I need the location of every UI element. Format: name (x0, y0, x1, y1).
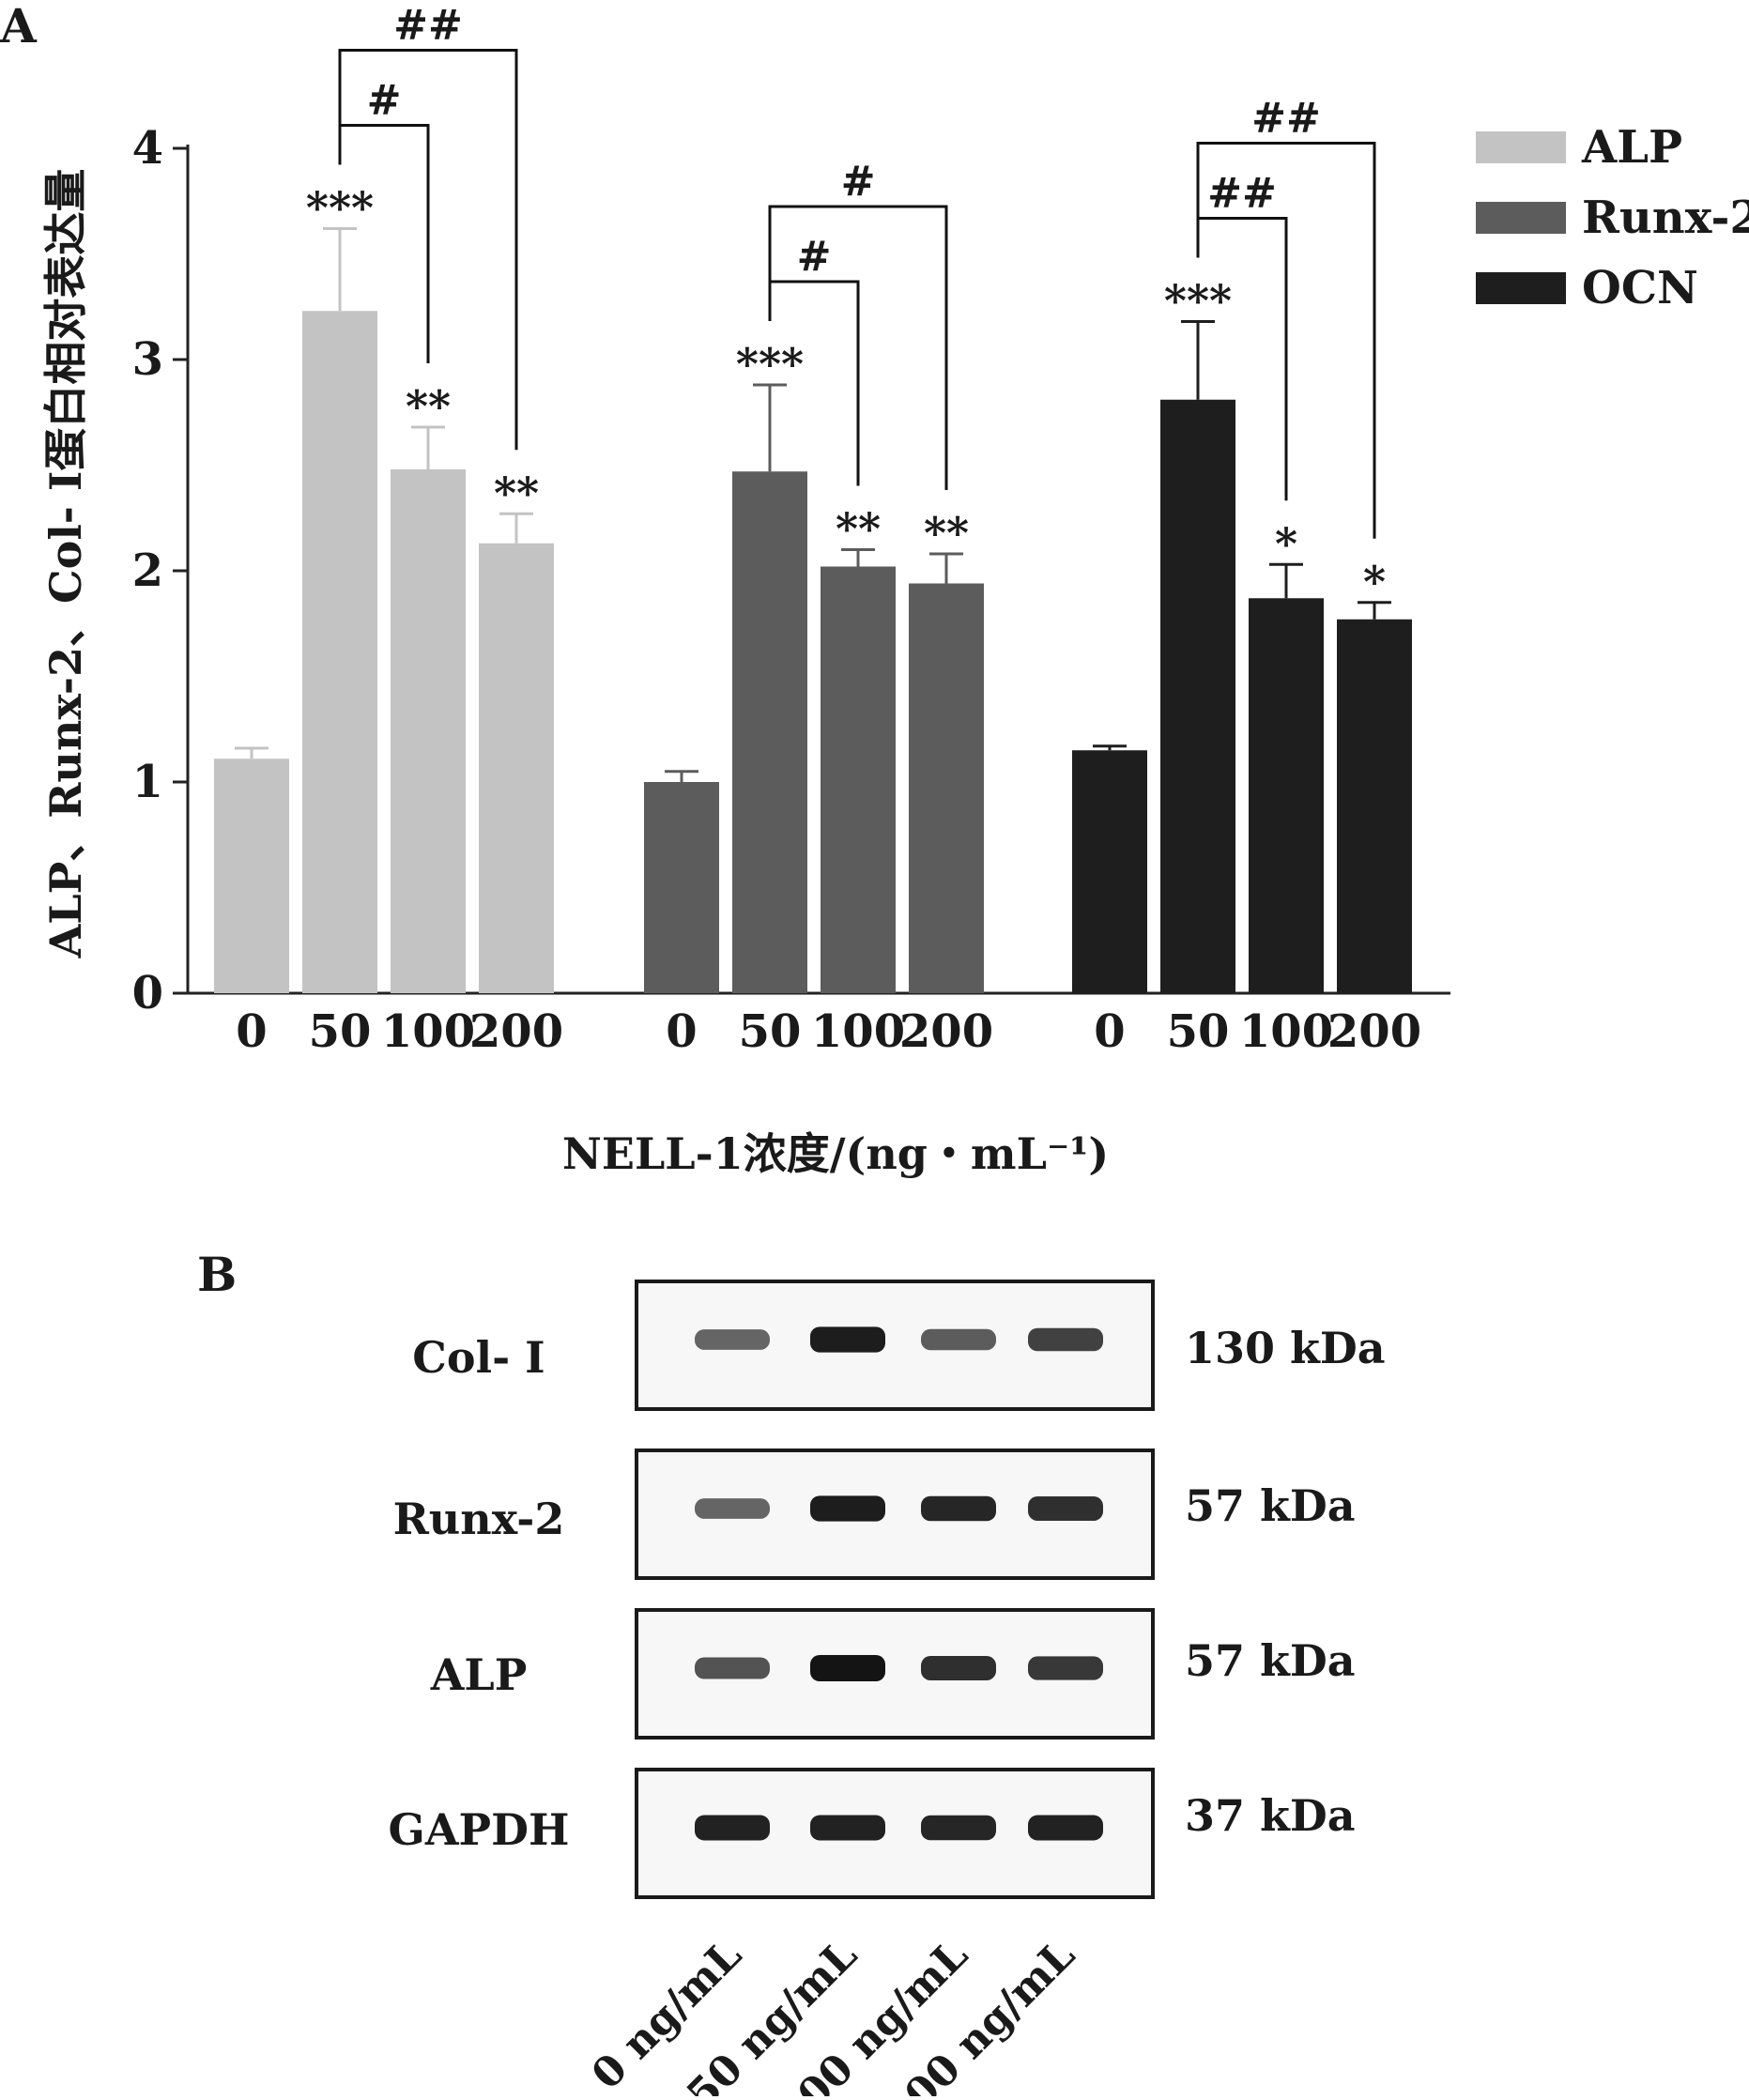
bar (302, 311, 377, 993)
legend-swatch (1476, 202, 1566, 234)
blot-band (695, 1498, 770, 1519)
bar (644, 782, 719, 993)
x-tick-label: 200 (469, 1005, 563, 1058)
blot-band (695, 1657, 770, 1679)
comparison-label: # (841, 158, 876, 206)
significance-stars: *** (736, 339, 804, 390)
significance-stars: * (1363, 557, 1386, 607)
significance-stars: ** (924, 508, 969, 559)
bar (1337, 619, 1412, 993)
panel-b-label: B (197, 1247, 237, 1302)
x-tick-label: 100 (1239, 1005, 1333, 1058)
blot-band (1028, 1815, 1103, 1841)
y-tick-label: 2 (132, 544, 163, 597)
panel-a-label: A (0, 0, 38, 54)
legend-label: ALP (1581, 121, 1682, 174)
blot-band (810, 1495, 885, 1522)
comparison-label: ## (393, 2, 463, 50)
blot-band (921, 1815, 996, 1841)
bar (1072, 750, 1147, 993)
x-tick-label: 0 (236, 1005, 267, 1058)
x-tick-label: 0 (1094, 1005, 1125, 1058)
y-tick-label: 0 (132, 967, 163, 1019)
x-axis-title: NELL-1浓度/(ng・mL⁻¹) (562, 1128, 1109, 1179)
y-tick-label: 3 (132, 333, 163, 386)
bar (391, 469, 466, 993)
comparison-bracket (1196, 142, 1376, 539)
x-tick-label: 200 (899, 1005, 993, 1058)
legend-label: Runx-2 (1582, 192, 1749, 244)
legend-swatch (1476, 131, 1566, 163)
significance-stars: ** (494, 468, 539, 518)
x-tick-label: 50 (309, 1005, 372, 1058)
blot-band (1028, 1327, 1103, 1352)
x-tick-label: 200 (1327, 1005, 1421, 1058)
comparison-label: # (797, 233, 832, 281)
blot-row-label: ALP (430, 1649, 528, 1700)
significance-stars: *** (1164, 276, 1232, 327)
significance-stars: *** (306, 183, 374, 234)
x-tick-label: 50 (1167, 1005, 1230, 1058)
significance-stars: ** (836, 504, 881, 555)
x-tick-label: 0 (666, 1005, 697, 1058)
bar (1160, 399, 1235, 993)
y-tick-label: 1 (132, 756, 163, 808)
comparison-bracket (768, 205, 948, 490)
x-tick-label: 100 (381, 1005, 475, 1058)
bar (732, 471, 807, 993)
bar (821, 566, 896, 993)
blot-size-label: 57 kDa (1185, 1480, 1356, 1531)
bar (479, 543, 554, 993)
blot-row-label: GAPDH (389, 1804, 570, 1855)
blot-band (921, 1495, 996, 1522)
comparison-label: ## (1251, 95, 1321, 143)
x-tick-label: 100 (811, 1005, 905, 1058)
x-tick-label: 50 (739, 1005, 802, 1058)
bar (214, 759, 289, 993)
bar (1249, 598, 1324, 993)
blot-band (921, 1656, 996, 1680)
legend-swatch (1476, 272, 1566, 304)
blot-row-label: Col- Ⅰ (412, 1332, 545, 1383)
blot-band (1028, 1496, 1103, 1521)
comparison-label: ## (1207, 170, 1277, 218)
comparison-bracket (338, 49, 518, 451)
blot-band (810, 1815, 885, 1841)
legend-label: OCN (1582, 262, 1698, 314)
blot-band (1028, 1656, 1103, 1680)
y-axis-label: ALP、Runx-2、Col- Ⅰ蛋白相对表达量 (40, 169, 91, 959)
blot-band (810, 1655, 885, 1681)
significance-stars: ** (406, 381, 451, 432)
blot-band (695, 1815, 770, 1841)
blot-band (695, 1329, 770, 1350)
blot-size-label: 57 kDa (1185, 1635, 1356, 1686)
bar (909, 583, 984, 993)
blot-size-label: 130 kDa (1185, 1323, 1386, 1373)
blot-row-label: Runx-2 (393, 1494, 565, 1544)
blot-band (810, 1326, 885, 1353)
blot-size-label: 37 kDa (1185, 1790, 1356, 1841)
y-tick-label: 4 (132, 122, 163, 175)
significance-stars: * (1275, 518, 1297, 569)
blot-band (921, 1328, 996, 1351)
comparison-label: # (367, 77, 402, 125)
